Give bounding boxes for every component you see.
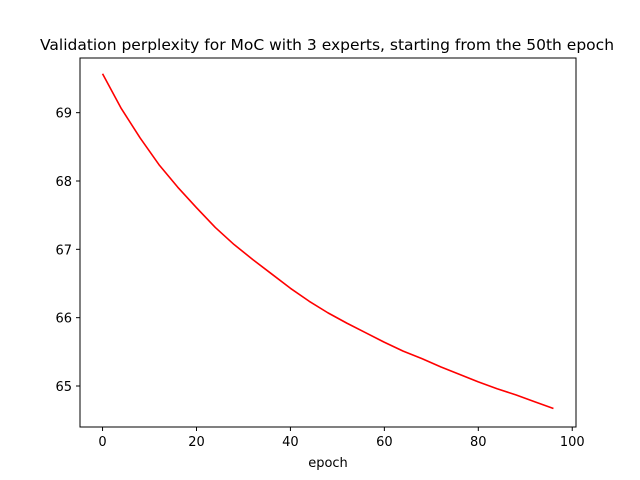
x-tick-label: 100	[560, 435, 585, 450]
y-tick-label: 69	[55, 107, 72, 122]
y-axis: 65 66 67 68 69	[55, 107, 80, 395]
y-tick-label: 67	[55, 243, 72, 258]
series-line	[101, 73, 554, 410]
y-tick-label: 66	[55, 312, 72, 327]
chart-title: Validation perplexity for MoC with 3 exp…	[40, 36, 614, 54]
plot-area	[101, 73, 554, 410]
x-tick-label: 0	[98, 435, 106, 450]
x-axis: 0 20 40 60 80 100	[98, 427, 585, 450]
x-tick-label: 80	[470, 435, 487, 450]
x-tick-label: 40	[282, 435, 299, 450]
axes-frame	[79, 57, 577, 428]
x-axis-label: epoch	[308, 456, 348, 471]
y-tick-label: 68	[55, 175, 72, 190]
y-tick-label: 65	[55, 380, 72, 395]
x-tick-label: 20	[188, 435, 205, 450]
x-tick-label: 60	[376, 435, 393, 450]
